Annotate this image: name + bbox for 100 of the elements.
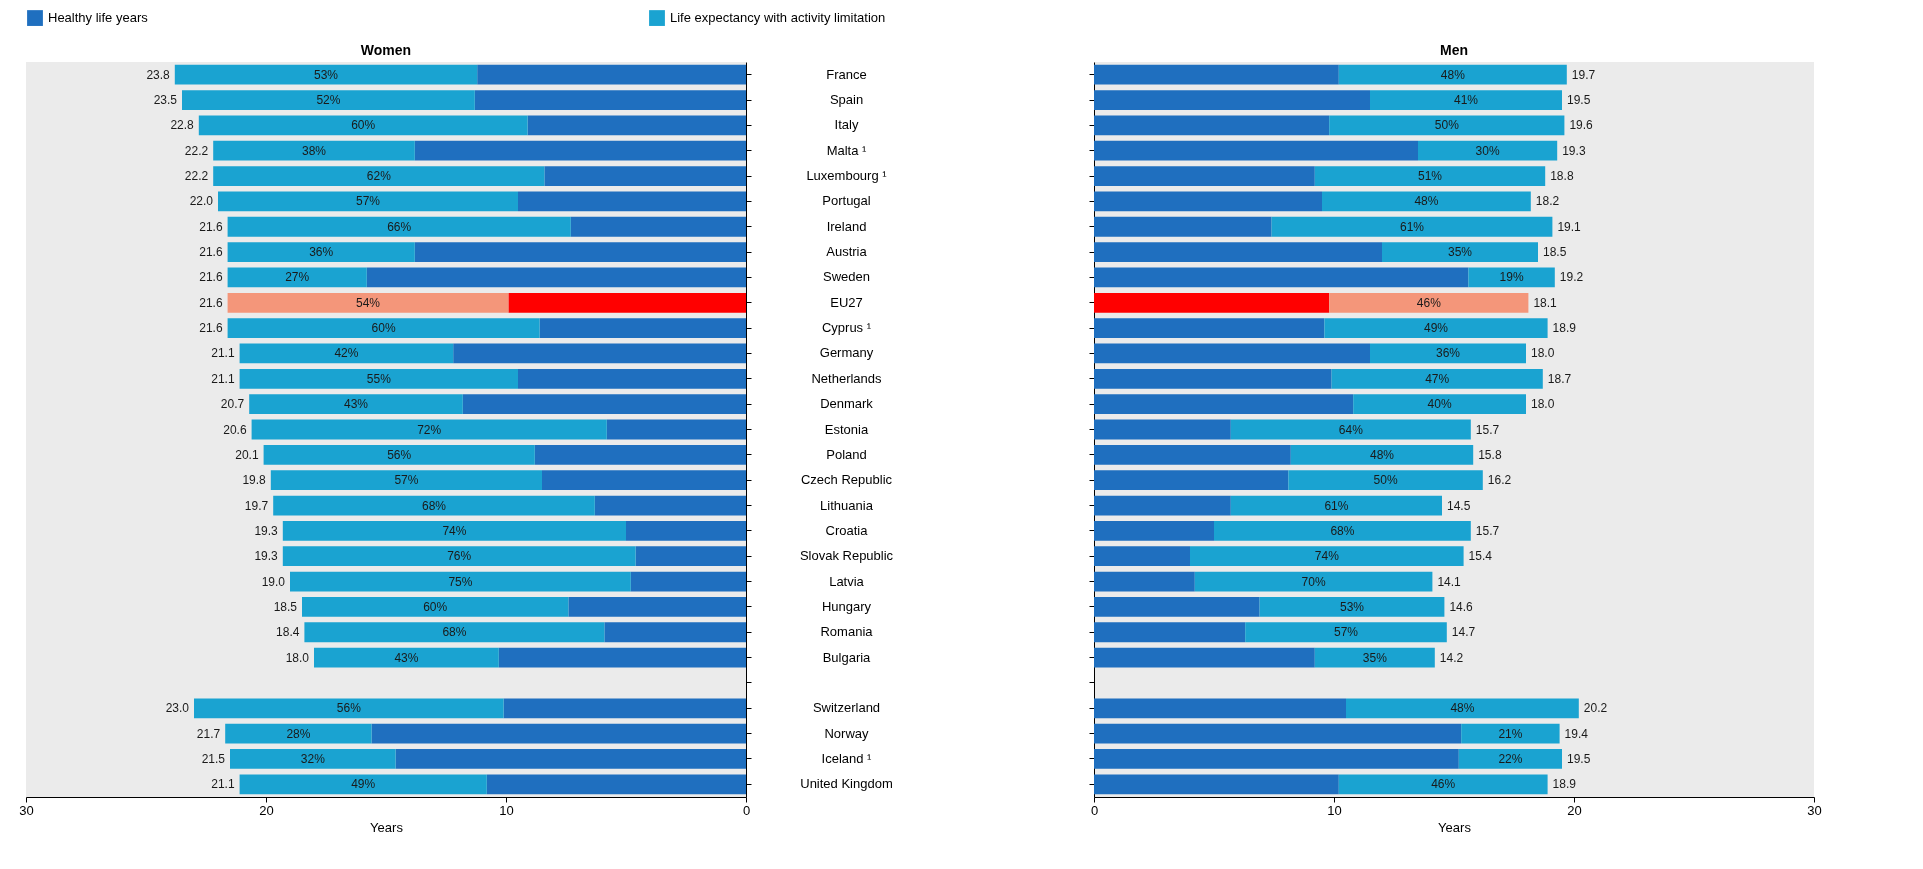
annotation: 22% xyxy=(1498,751,1523,766)
total-label: 18.2 xyxy=(1535,194,1560,209)
annotation: 50% xyxy=(1434,118,1460,133)
bar xyxy=(1094,495,1231,516)
total-label: 22.0 xyxy=(189,194,214,209)
bar xyxy=(227,267,367,288)
annotation: 61% xyxy=(1324,498,1349,513)
bar xyxy=(1322,191,1531,212)
bar xyxy=(218,191,518,212)
bar xyxy=(251,419,607,440)
bar xyxy=(239,368,518,389)
bar xyxy=(1094,318,1325,339)
y-tick-label: Czech Republic xyxy=(800,472,893,488)
annotation: 57% xyxy=(1333,625,1359,640)
total-label: 20.7 xyxy=(220,397,245,412)
bar xyxy=(1094,698,1346,719)
annotation: 68% xyxy=(1330,523,1355,538)
bar xyxy=(1094,140,1418,161)
bar xyxy=(1338,64,1567,85)
annotation: 28% xyxy=(286,726,311,741)
bar xyxy=(414,140,746,161)
bar xyxy=(302,597,569,617)
annotation: 60% xyxy=(371,321,396,336)
annotation: 49% xyxy=(1423,321,1449,336)
bar xyxy=(1458,749,1562,769)
bar xyxy=(213,140,415,161)
bar xyxy=(270,470,542,491)
y-tick-label: Iceland ¹ xyxy=(821,750,873,766)
total-label: 15.7 xyxy=(1475,422,1500,437)
annotation: 50% xyxy=(1373,473,1398,488)
x-tick-label: 20 xyxy=(1567,802,1582,818)
x-tick-label: 30 xyxy=(1807,802,1822,818)
annotation: 48% xyxy=(1450,701,1475,716)
annotation: 48% xyxy=(1440,67,1466,82)
total-label: 19.8 xyxy=(242,473,267,488)
y-tick-label: Luxembourg ¹ xyxy=(806,168,888,184)
total-label: 14.5 xyxy=(1447,498,1471,513)
total-label: 21.1 xyxy=(211,777,235,792)
total-label: 21.6 xyxy=(199,321,223,336)
legend-label: Life expectancy with activity limitation xyxy=(670,10,886,26)
x-tick-label: 0 xyxy=(1090,802,1099,818)
bar xyxy=(1094,64,1339,85)
x-tick-label: 20 xyxy=(259,802,274,818)
total-label: 21.1 xyxy=(211,346,235,361)
total-label: 23.8 xyxy=(146,67,171,82)
bar xyxy=(1094,90,1370,110)
bar xyxy=(518,368,746,389)
total-label: 19.7 xyxy=(1571,67,1596,82)
bar xyxy=(249,394,463,415)
y-tick-label: Cyprus ¹ xyxy=(821,320,872,336)
bar xyxy=(570,216,746,237)
bar xyxy=(1094,546,1190,567)
bar xyxy=(1324,318,1548,339)
bar xyxy=(314,647,499,668)
bar xyxy=(1094,191,1322,212)
bar xyxy=(395,749,746,769)
bar xyxy=(539,318,746,339)
annotation: 30% xyxy=(1475,143,1500,158)
bar xyxy=(290,571,631,592)
bar xyxy=(1094,368,1332,389)
annotation: 60% xyxy=(351,118,376,133)
y-tick-label: Poland xyxy=(826,446,867,462)
legend-label: Healthy life years xyxy=(48,10,149,26)
y-tick-label: France xyxy=(826,66,867,82)
total-label: 21.7 xyxy=(196,726,221,741)
bar xyxy=(1331,368,1543,389)
bar xyxy=(1094,571,1195,592)
bar xyxy=(604,622,746,643)
annotation: 70% xyxy=(1301,574,1326,589)
bar xyxy=(282,546,636,567)
chart-title: Women xyxy=(360,42,412,58)
total-label: 22.8 xyxy=(170,118,195,133)
total-label: 14.1 xyxy=(1437,574,1462,589)
bar xyxy=(1094,723,1462,744)
y-tick-label: Latvia xyxy=(829,573,865,589)
bar xyxy=(1338,774,1548,795)
bar xyxy=(474,90,746,110)
chart-title: Men xyxy=(1440,42,1468,58)
x-tick-label: 10 xyxy=(499,802,514,818)
total-label: 21.6 xyxy=(199,245,223,260)
annotation: 57% xyxy=(355,194,381,209)
annotation: 51% xyxy=(1417,169,1443,184)
annotation: 62% xyxy=(366,169,392,184)
annotation: 54% xyxy=(355,295,381,310)
annotation: 57% xyxy=(394,473,419,488)
total-label: 19.7 xyxy=(244,498,269,513)
y-tick-label: Bulgaria xyxy=(822,649,872,665)
total-label: 18.7 xyxy=(1547,371,1572,386)
annotation: 76% xyxy=(447,549,472,564)
annotation: 74% xyxy=(442,523,467,538)
total-label: 18.5 xyxy=(1543,245,1567,260)
bar xyxy=(273,495,595,516)
annotation: 43% xyxy=(394,650,419,665)
total-label: 18.0 xyxy=(285,650,310,665)
total-label: 19.3 xyxy=(254,523,279,538)
bar xyxy=(1288,470,1483,491)
annotation: 21% xyxy=(1498,726,1523,741)
bar xyxy=(239,774,487,795)
bar xyxy=(1245,622,1447,643)
total-label: 19.5 xyxy=(1567,751,1591,766)
